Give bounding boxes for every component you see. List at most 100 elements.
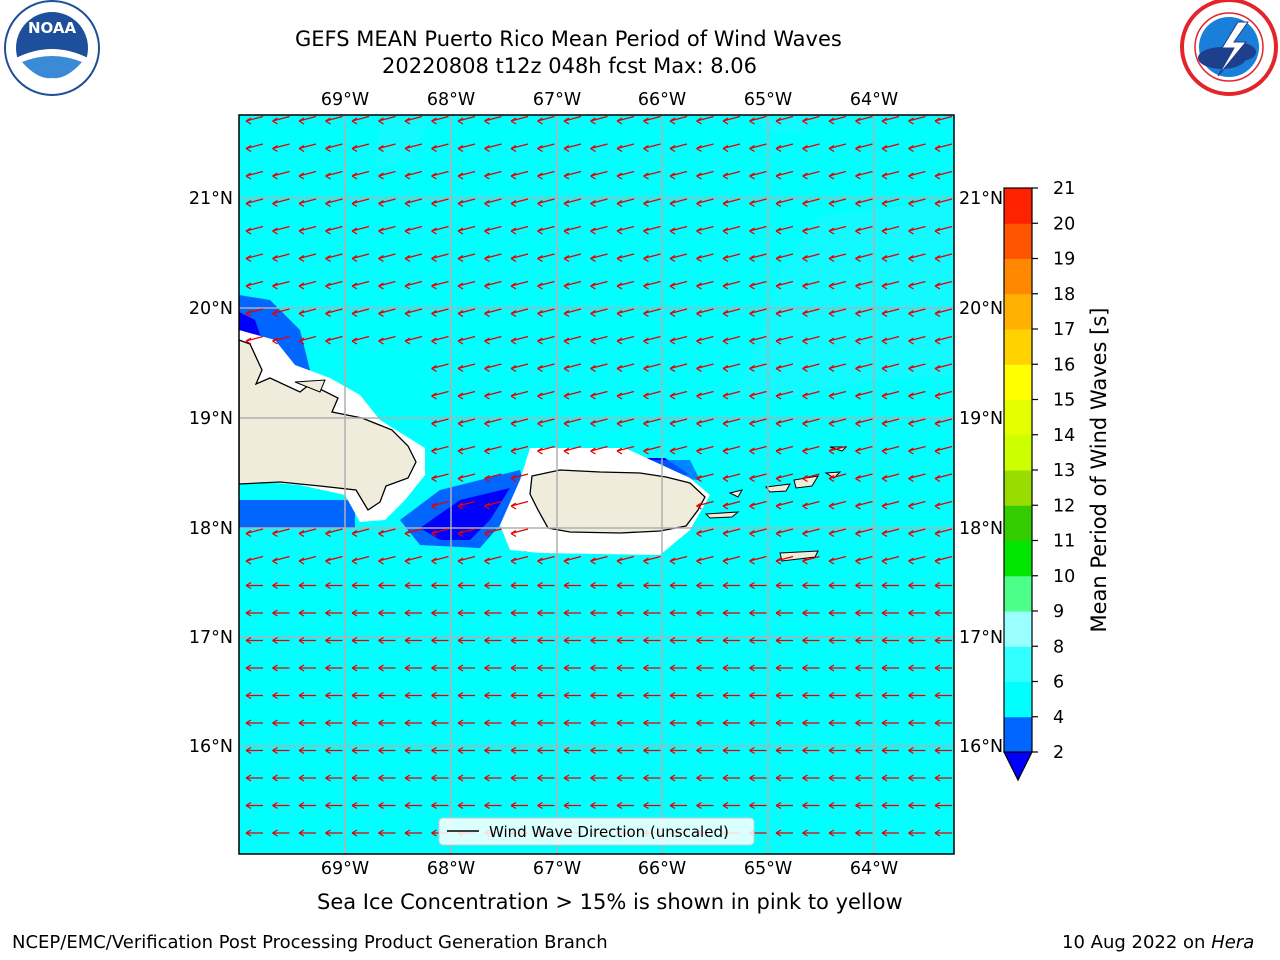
colorbar-bin [1004,681,1032,718]
wind-wave-arrow [404,308,423,318]
colorbar-bin [1004,364,1032,400]
wind-wave-arrow [669,335,688,345]
wind-wave-arrow [855,829,873,837]
wind-wave-arrow [696,581,714,590]
wind-wave-arrow [325,115,343,125]
wind-wave-arrow [590,609,608,617]
wind-wave-arrow [563,581,581,590]
wind-wave-arrow [722,528,741,538]
wind-wave-arrow [749,308,767,318]
wind-wave-arrow [590,170,608,180]
wind-wave-arrow [563,664,581,672]
wind-wave-arrow [272,308,290,318]
wind-wave-arrow [245,308,264,318]
wind-wave-arrow [749,363,767,373]
wind-wave-arrow [643,253,661,263]
wind-wave-arrow [590,774,608,782]
wind-wave-arrow [563,774,581,782]
wind-wave-arrow [881,664,899,672]
wind-wave-arrow [669,143,688,153]
wind-wave-arrow [510,801,528,810]
wind-wave-arrow [855,308,873,318]
wind-wave-arrow [590,691,608,700]
wind-wave-arrow [722,774,740,782]
wind-wave-arrow [669,719,687,727]
wind-wave-arrow [431,390,449,400]
wind-wave-arrow [881,308,900,318]
wind-wave-arrow [351,115,370,125]
wind-wave-arrow [457,363,476,373]
wind-wave-arrow [643,636,661,645]
wind-wave-arrow [378,555,396,565]
wind-wave-arrow [510,774,528,782]
wind-wave-arrow [245,555,264,565]
wind-wave-arrow [908,719,926,727]
wind-wave-arrow [272,746,290,755]
wind-wave-arrow [351,664,369,672]
run-date: 10 Aug 2022 on Hera [1062,932,1254,953]
wind-wave-arrow [431,801,449,810]
wind-wave-arrow [881,115,900,125]
wind-wave-arrow [643,719,661,727]
wind-wave-arrow [643,280,661,290]
wind-wave-arrow [855,801,873,810]
wind-wave-arrow [934,390,953,400]
wind-wave-arrow [245,691,263,700]
wind-wave-arrow [934,801,952,810]
wind-wave-arrow [934,473,953,483]
wind-wave-arrow [351,829,369,837]
wind-wave-arrow [722,581,740,590]
wind-wave-arrow [643,170,661,180]
wind-wave-arrow [537,170,555,180]
wind-wave-arrow [696,609,714,617]
wind-wave-arrow [722,115,741,125]
wind-wave-arrow [590,363,608,373]
wind-wave-arrow [934,691,952,700]
wind-wave-arrow [457,335,476,345]
wind-wave-arrow [643,115,661,125]
wind-wave-arrow [881,528,900,538]
wind-wave-arrow [404,801,422,810]
wind-wave-arrow [828,719,846,727]
wind-wave-arrow [828,555,847,565]
wind-wave-arrow [934,746,952,755]
wind-wave-arrow [643,225,661,235]
wind-wave-arrow [828,528,847,538]
colorbar-tick-label: 9 [1053,602,1064,622]
nws-logo [1180,0,1278,96]
wind-wave-arrow [616,363,635,373]
wind-wave-arrow [325,253,343,263]
wind-wave-arrow [881,143,900,153]
wind-wave-arrow [457,801,475,810]
wind-wave-arrow [749,418,767,428]
wind-wave-arrow [272,143,290,153]
wind-wave-arrow [484,664,502,672]
wind-wave-arrow [351,555,370,565]
wind-wave-arrow [563,308,582,318]
long-period-zone-east [730,200,954,400]
wind-wave-arrow [722,609,740,617]
wind-wave-arrow [325,719,343,727]
wind-wave-arrow [378,335,396,345]
wind-wave-arrow [696,500,714,510]
wind-wave-arrow [828,774,846,782]
colorbar-bin [1004,646,1032,682]
wind-wave-arrow [431,418,449,428]
colorbar-tick-label: 10 [1053,567,1075,587]
wind-wave-arrow [669,308,688,318]
wind-wave-arrow [908,170,926,180]
wind-wave-arrow [484,363,502,373]
wind-wave-arrow [457,445,476,455]
wind-wave-arrow [696,225,714,235]
wind-wave-arrow [298,719,316,727]
wind-wave-arrow [802,445,820,455]
wind-wave-arrow [775,719,793,727]
wind-wave-arrow [749,445,767,455]
wind-wave-arrow [537,280,555,290]
wind-wave-arrow [855,500,873,510]
wind-wave-arrow [828,418,847,428]
wind-wave-arrow [272,335,290,345]
wind-wave-arrow [696,418,714,428]
wind-wave-arrow [510,746,528,755]
wind-wave-arrow [616,225,635,235]
